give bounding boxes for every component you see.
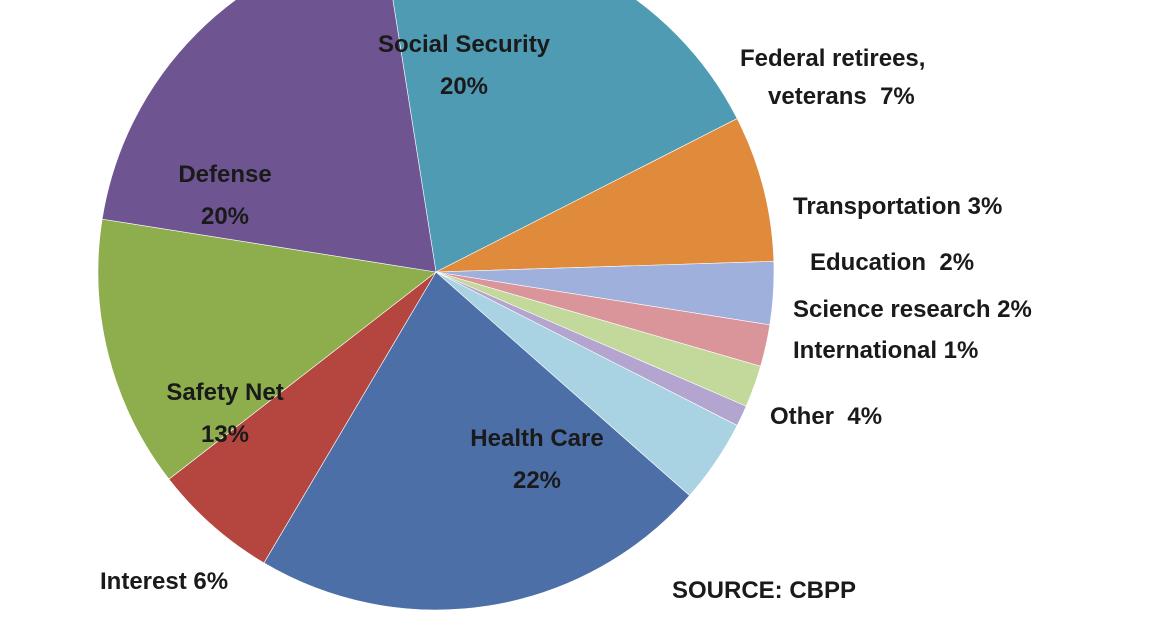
slice-label-international: International 1% (793, 337, 978, 364)
slice-label-defense: Defense 20% (178, 161, 271, 230)
slice-label-health-care: Health Care 22% (470, 425, 603, 494)
slice-label-interest: Interest 6% (100, 568, 228, 595)
pie-slice-interest (168, 271, 437, 564)
pie-slice-safety-net (97, 218, 437, 480)
pie-slice-social-security (392, 0, 738, 273)
slice-label-safety-net: Safety Net 13% (166, 379, 283, 448)
pie-slice-defense (101, 0, 437, 273)
slice-label-federal-retirees-veterans: Federal retirees, veterans 7% (740, 45, 925, 110)
slice-label-transportation: Transportation 3% (793, 193, 1002, 220)
pie-slices (97, 0, 775, 611)
pie-slice-health-care (263, 271, 690, 611)
slice-label-science-research: Science research 2% (793, 296, 1032, 323)
slice-label-social-security: Social Security 20% (378, 31, 551, 100)
slice-label-education: Education 2% (810, 249, 974, 276)
source-note: SOURCE: CBPP (672, 577, 856, 604)
slice-label-other: Other 4% (770, 403, 882, 430)
pie-labels: Social Security 20% Federal retirees, veter… (100, 31, 1032, 595)
pie-slice-federal-retirees-veterans (435, 118, 775, 273)
